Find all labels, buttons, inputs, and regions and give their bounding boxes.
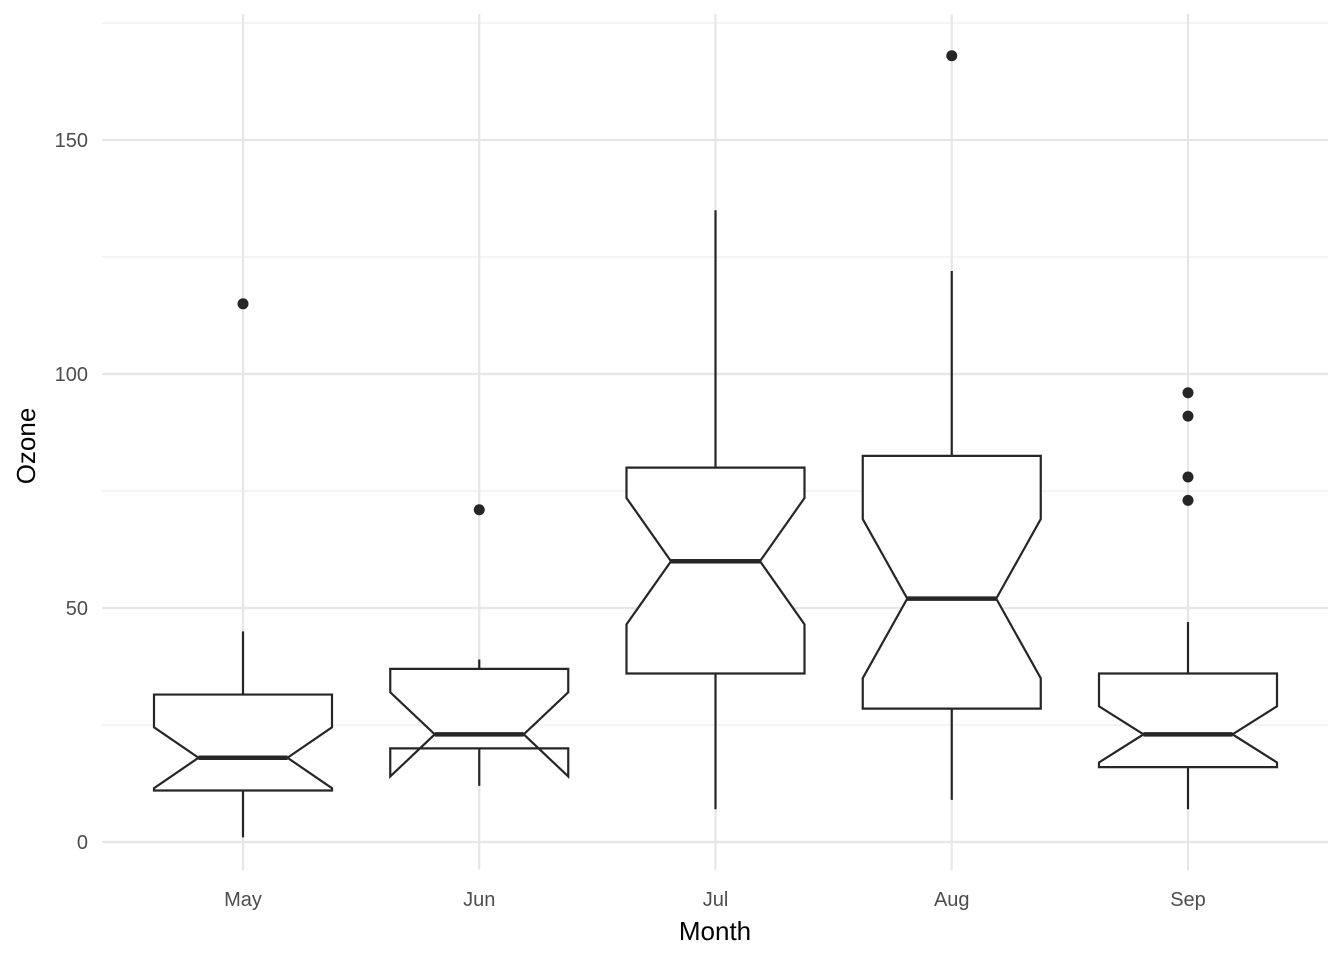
notched-box [625, 466, 806, 675]
x-tick-label: Sep [1170, 889, 1206, 911]
x-tick-label: May [224, 889, 262, 911]
x-tick-label: Aug [934, 889, 970, 911]
box-series [152, 50, 1279, 838]
x-tick-label: Jul [703, 889, 729, 911]
outlier-point [1182, 471, 1194, 483]
x-axis-title: Month [679, 916, 751, 946]
notched-box [861, 454, 1042, 710]
box-sep [1097, 387, 1279, 810]
notched-box [389, 667, 570, 780]
y-tick-label: 100 [55, 364, 88, 386]
box-jul [625, 210, 806, 810]
outlier-point [473, 504, 485, 516]
outlier-point [1182, 410, 1194, 422]
y-tick-labels: 0 50 100 150 [55, 130, 88, 854]
outlier-point [1182, 494, 1194, 506]
notched-box [1097, 672, 1279, 769]
y-tick-label: 0 [77, 832, 88, 854]
y-axis-title: Ozone [11, 408, 41, 485]
outlier-point [1182, 387, 1194, 399]
y-tick-label: 50 [66, 598, 88, 620]
notched-box [152, 693, 334, 792]
box-jun [389, 504, 570, 786]
y-tick-label: 150 [55, 130, 88, 152]
box-aug [861, 50, 1042, 800]
x-tick-label: Jun [463, 889, 495, 911]
box-may [152, 298, 334, 838]
outlier-point [237, 298, 249, 310]
x-tick-labels: May Jun Jul Aug Sep [224, 889, 1206, 911]
outlier-point [946, 50, 958, 62]
